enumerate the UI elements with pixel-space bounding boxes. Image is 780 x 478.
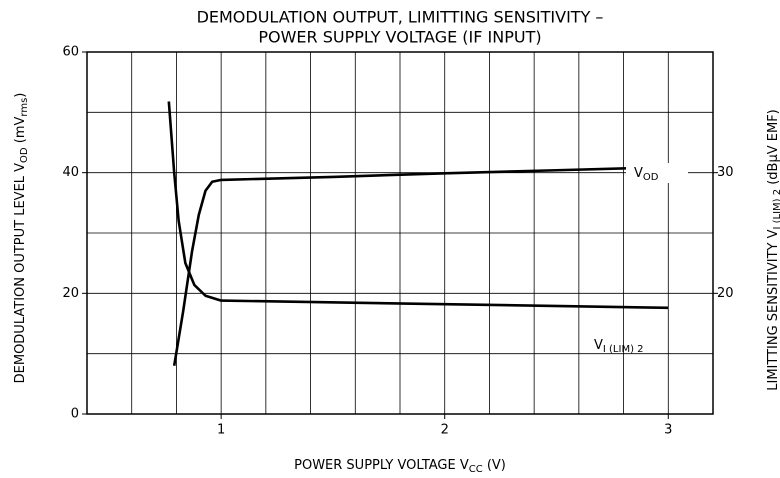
label-bg [626,163,688,183]
y-axis-label-part: (mV [13,116,28,147]
x-tick-label: 3 [664,423,672,438]
y-tick-label: 20 [62,286,79,301]
plot-frame [86,51,714,415]
y2-axis-label-part: I (LIM) 2 [772,189,780,230]
series-label-part: OD [643,172,659,183]
y-axis-label-part: OD [19,147,30,163]
x-tick-label: 2 [441,423,449,438]
x-tick-label: 1 [217,423,225,438]
chart-title: POWER SUPPLY VOLTAGE (IF INPUT) [258,28,541,47]
series-label: VI (LIM) 2 [594,338,644,356]
series-line [172,165,669,366]
series-line [167,101,669,310]
x-axis-label-part: (V) [483,458,506,473]
y2-axis-label: LIMITTING SENSITIVITY VI (LIM) 2 (dBμV E… [766,109,780,391]
series-label: VOD [634,166,659,184]
y-axis-label-part: rms [19,98,30,117]
series-label-part: V [634,166,643,181]
y2-tick-label: 30 [717,165,734,180]
series-label-part: I (LIM) 2 [603,344,644,355]
y-tick-label: 0 [71,407,79,422]
y2-tick-label: 20 [717,286,734,301]
y-tick-label: 60 [62,45,79,60]
y-tick-label: 40 [62,165,79,180]
y2-axis-label-part: LIMITTING SENSITIVITY V [766,229,780,390]
y-axis-label: DEMODULATION OUTPUT LEVEL VOD (mVrms) [13,93,31,384]
chart-title: DEMODULATION OUTPUT, LIMITTING SENSITIVI… [197,8,604,27]
x-axis-label: POWER SUPPLY VOLTAGE VCC (V) [294,458,506,476]
y-axis-label-part: DEMODULATION OUTPUT LEVEL V [13,163,28,384]
x-axis-label-part: POWER SUPPLY VOLTAGE V [294,458,469,473]
series-label-part: V [594,338,603,353]
x-axis-label-part: CC [469,464,483,475]
y2-axis-label-part: (dBμV EMF) [766,109,780,189]
y-axis-label-part: ) [13,93,28,98]
